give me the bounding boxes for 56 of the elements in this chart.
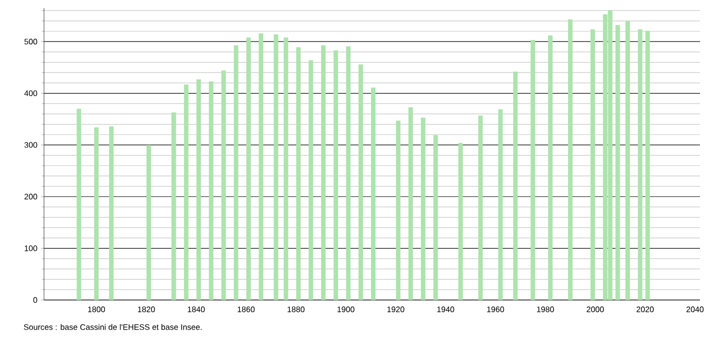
y-tick-label: 100 [24,245,38,252]
bar [184,84,188,300]
bar [258,33,264,300]
x-tick-label: 1840 [188,306,205,312]
x-tick-label: 1820 [138,306,155,312]
x-tick-label: 1940 [437,306,454,312]
bar [246,37,251,300]
bar [408,107,413,300]
x-tick-label: 1800 [88,306,105,312]
bar [396,120,400,300]
bar [171,112,176,300]
y-tick-label: 300 [24,142,38,148]
bar [234,45,238,300]
x-tick-label: 1860 [238,306,255,312]
bar [498,109,503,300]
bar [346,46,351,300]
bar [625,20,630,300]
bar [308,60,314,300]
bar [109,126,114,300]
x-tick-label: 1920 [387,306,404,312]
x-tick-label: 2040 [686,306,704,312]
bar [638,29,642,300]
bar [548,35,553,300]
bar [371,88,376,300]
bar [645,30,650,300]
bar [196,79,201,300]
bar [568,19,573,300]
y-tick-label: 500 [24,38,38,44]
bar [76,108,82,300]
x-tick-label: 1900 [338,306,354,312]
bar [221,70,226,300]
bar [94,127,99,300]
bar [590,29,595,300]
source-note: Sources : base Cassini de l'EHESS et base Insee. [24,324,202,330]
bar [284,37,288,300]
x-tick-label: 2020 [636,306,654,312]
bar [208,81,214,300]
bar [274,34,278,300]
x-tick-label: 1980 [537,306,554,312]
bar [321,45,326,300]
bar [420,118,426,300]
y-tick-label: 0 [33,297,38,303]
bar [530,40,536,300]
bar [296,47,301,300]
x-tick-label: 1880 [288,306,305,312]
x-tick-label: 1960 [487,306,504,312]
bar [458,142,463,300]
bar [433,135,438,300]
y-tick-label: 400 [24,90,38,96]
bar [615,25,620,300]
bar [146,144,152,300]
x-tick-label: 2000 [586,306,604,312]
bar [334,50,338,300]
bar [358,64,364,300]
y-tick-label: 200 [24,194,38,200]
bar [513,72,518,300]
